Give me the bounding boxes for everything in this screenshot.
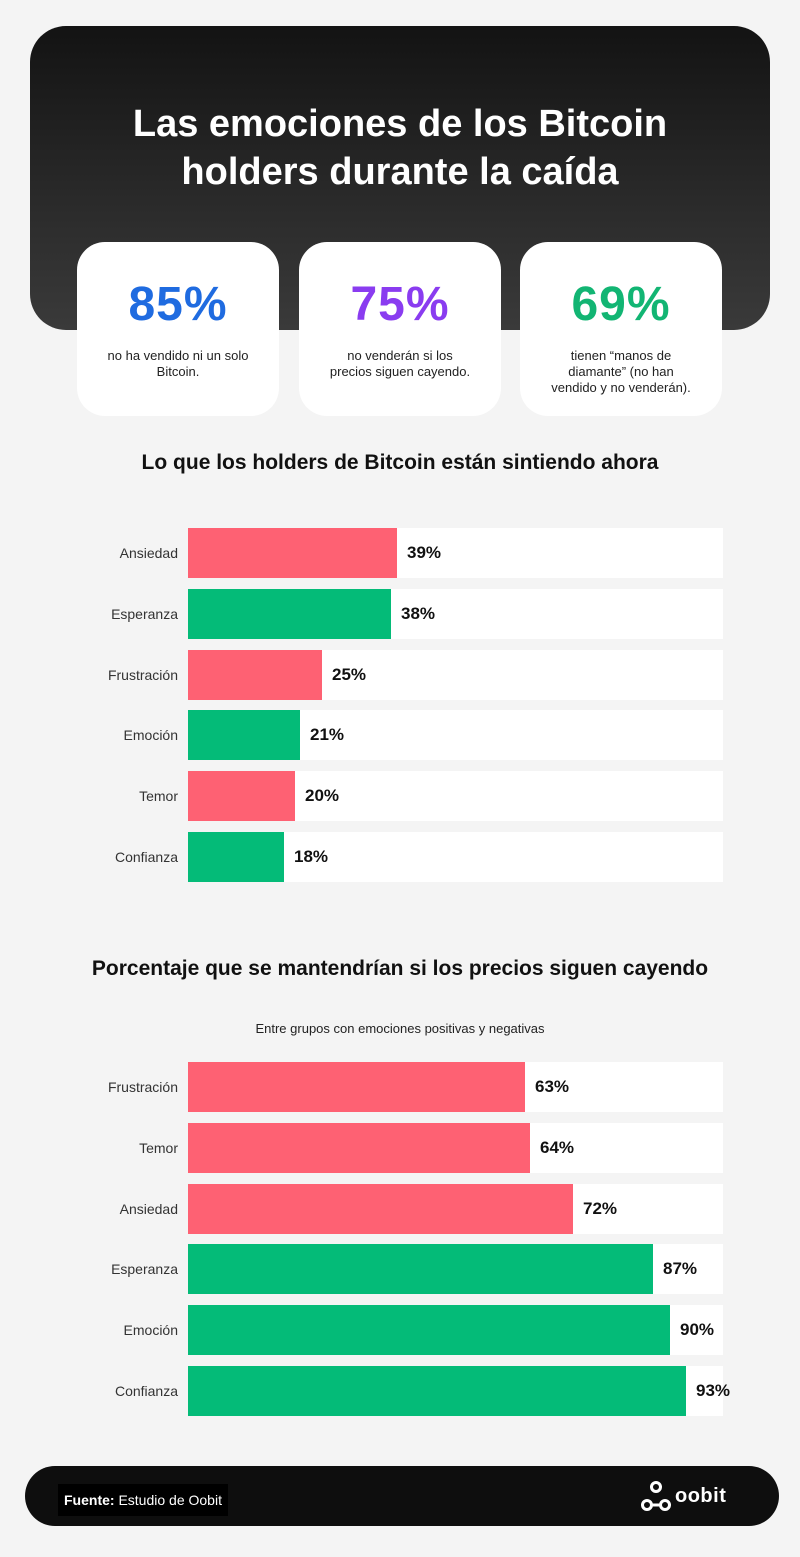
bar [188,1305,670,1356]
bar-track: 63% [188,1062,723,1112]
value-label: 90% [680,1320,715,1340]
page-title: Las emociones de los Bitcoin holders dur… [132,103,668,193]
category-label: Confianza [114,1383,178,1399]
bar-track: 72% [188,1183,723,1234]
bar [188,588,391,639]
chart-1-title: Lo que los holders de Bitcoin están sint… [141,451,659,474]
stat-description: no ha vendido ni un solo Bitcoin. [107,348,249,379]
bar-row: Ansiedad 72% [0,1183,800,1234]
category-label: Esperanza [111,605,178,622]
bar-row: Emoción 90% [0,1305,800,1356]
source-credit: Fuente: Estudio de Oobit [58,1484,228,1516]
stat-value: 75% [350,278,450,331]
value-label: 72% [583,1198,618,1218]
bar-track: 25% [188,649,723,700]
value-label: 18% [294,847,329,866]
category-label: Emoción [123,1322,178,1339]
oobit-logo: oobit [640,1479,726,1513]
bar [188,1366,686,1416]
value-label: 87% [663,1259,698,1279]
value-label: 93% [696,1381,731,1400]
bar-row: Confianza 93% [0,1366,800,1416]
bar-row: Temor 20% [0,771,800,822]
bar-row: Frustración 63% [0,1062,800,1112]
bar [188,710,300,761]
bar [188,771,295,822]
category-label: Ansiedad [119,545,178,561]
bar-track: 18% [188,832,723,882]
stat-card-diamond-hands: 69% tienen “manos de diamante” (no han v… [520,242,722,416]
bar-row: Confianza 18% [0,832,800,882]
bar-track: 64% [188,1122,723,1173]
category-label: Confianza [114,849,178,865]
bar [188,1183,573,1234]
source-text: Estudio de Oobit [114,1492,222,1508]
value-label: 20% [305,786,340,806]
stat-value: 85% [128,278,228,331]
chart-2-subtitle: Entre grupos con emociones positivas y n… [255,1021,545,1036]
bar-track: 21% [188,710,723,761]
bar [188,528,397,578]
bar-track: 87% [188,1244,723,1295]
oobit-logo-icon [641,1481,671,1511]
stat-description: no venderán si los precios siguen cayend… [329,348,471,379]
category-label: Temor [139,1139,178,1156]
category-label: Esperanza [111,1261,178,1278]
oobit-logo-text: oobit [675,1484,727,1507]
bar-track: 93% [188,1366,730,1416]
bar-row: Esperanza 38% [0,588,800,639]
bar-track: 20% [188,771,723,822]
source-label: Fuente: [64,1492,115,1508]
bar [188,1062,525,1112]
value-label: 38% [401,603,436,623]
value-label: 63% [535,1077,570,1096]
bar-row: Ansiedad 39% [0,528,800,578]
value-label: 39% [407,543,442,562]
category-label: Temor [139,788,178,805]
bar-track: 39% [188,528,723,578]
bar [188,1122,530,1173]
bar-row: Esperanza 87% [0,1244,800,1295]
bar-row: Frustración 25% [0,649,800,700]
bar [188,1244,653,1295]
bar-row: Temor 64% [0,1122,800,1173]
bar-row: Emoción 21% [0,710,800,761]
bar [188,649,322,700]
stat-card-sold: 85% no ha vendido ni un solo Bitcoin. [77,242,279,416]
stat-value: 69% [571,278,671,331]
bar-track: 90% [188,1305,723,1356]
category-label: Frustración [107,1079,178,1095]
stat-description: tienen “manos de diamante” (no han vendi… [551,348,691,395]
value-label: 25% [332,664,367,684]
category-label: Emoción [123,727,178,744]
category-label: Ansiedad [119,1200,178,1217]
value-label: 64% [540,1137,575,1157]
chart-2-title: Porcentaje que se mantendrían si los pre… [91,957,709,980]
bar [188,832,284,882]
stat-card-wont-sell: 75% no venderán si los precios siguen ca… [299,242,501,416]
bar-track: 38% [188,588,723,639]
category-label: Frustración [107,666,178,683]
value-label: 21% [310,725,345,745]
